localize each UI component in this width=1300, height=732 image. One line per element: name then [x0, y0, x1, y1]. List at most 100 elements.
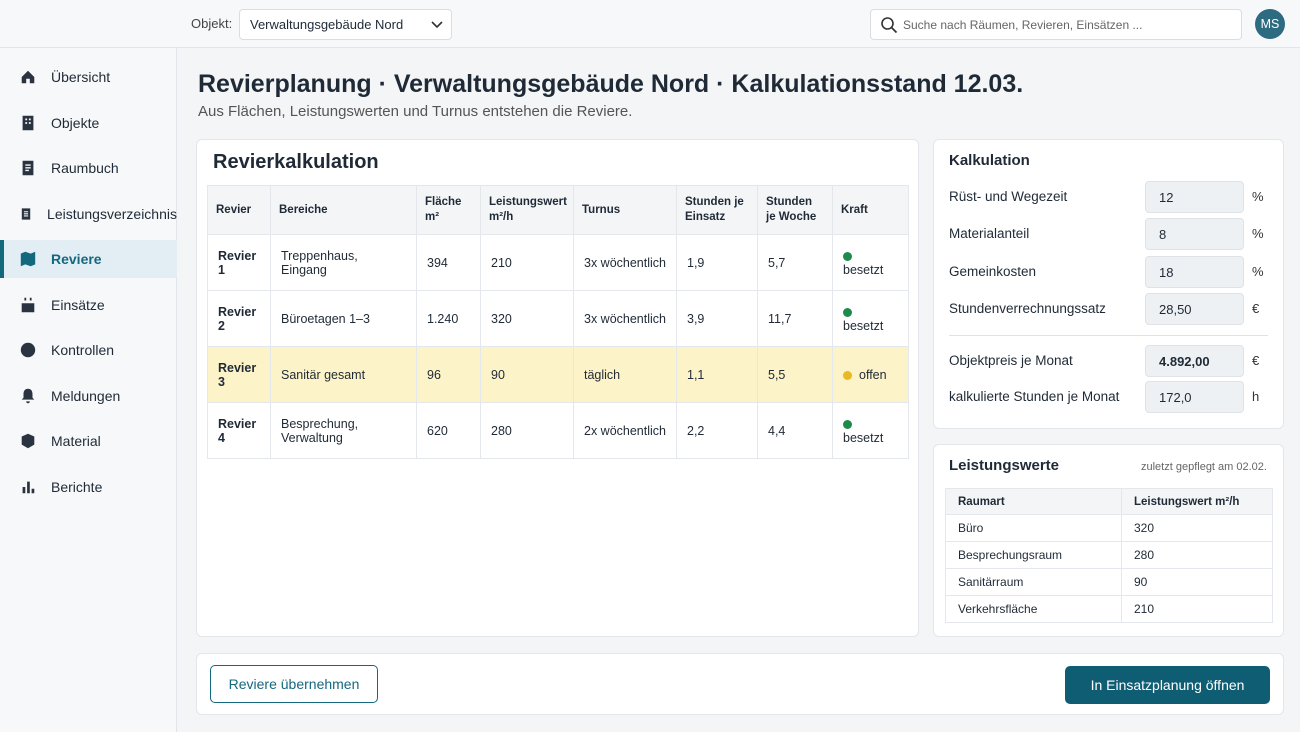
table-cell: Revier 1 — [207, 234, 271, 291]
table-cell: 90 — [1121, 568, 1273, 596]
table-cell: Revier 2 — [207, 290, 271, 347]
table-cell: Besprechung, Verwaltung — [270, 402, 417, 459]
primary-button[interactable]: In Einsatzplanung öffnen — [1065, 666, 1270, 704]
avatar[interactable]: MS — [1255, 9, 1285, 39]
nav-item[interactable]: Objekte — [0, 104, 177, 142]
nav-icon — [22, 160, 34, 176]
status-dot — [843, 307, 852, 317]
column-header: Stunden je Einsatz — [676, 185, 758, 235]
object-select[interactable]: Verwaltungsgebäude Nord — [239, 9, 452, 40]
nav-icon — [21, 388, 35, 403]
object-value: Verwaltungsgebäude Nord — [250, 17, 404, 32]
status-dot — [843, 419, 852, 429]
table-cell: 96 — [416, 346, 481, 403]
field-unit: € — [1252, 300, 1260, 316]
column-header: Revier — [207, 185, 271, 235]
table-cell: Revier 4 — [207, 402, 271, 459]
table-cell: Büro — [945, 514, 1122, 542]
nav-label: Objekte — [51, 114, 100, 131]
nav-icon — [22, 115, 34, 130]
table-cell: 4,4 — [757, 402, 833, 459]
nav-label: Berichte — [51, 478, 103, 495]
table-cell: 11,7 — [757, 290, 833, 347]
nav-label: Material — [51, 433, 101, 449]
table-cell: 620 — [416, 402, 481, 459]
field-unit: % — [1252, 226, 1264, 242]
table-cell: 2,2 — [676, 402, 758, 459]
rates-title: Leistungswerte — [949, 457, 1060, 474]
search-placeholder: Suche nach Räumen, Revieren, Einsätzen .… — [903, 18, 1143, 32]
table-cell: Verkehrsfläche — [945, 595, 1122, 623]
nav-label: Übersicht — [51, 69, 111, 85]
nav-label: Raumbuch — [51, 160, 119, 176]
nav-label: Einsätze — [51, 296, 105, 313]
nav-icon — [21, 70, 35, 84]
table-cell: Büroetagen 1–3 — [270, 290, 417, 347]
column-header: Bereiche — [270, 185, 417, 235]
table-row: Revier 1 Treppenhaus, Eingang 394 210 3x wöc… — [207, 234, 909, 291]
status-cell: besetzt — [832, 290, 909, 347]
field-label: Materialanteil — [949, 226, 1030, 242]
nav-label: Kontrollen — [51, 342, 115, 358]
header-row: Revier Bereiche Fläche m² Leistungswert m²/… — [207, 185, 909, 235]
field-value: 12 — [1145, 181, 1244, 213]
rates-table: Raumart Leistungswert m²/h Büro 320 Besprech… — [945, 488, 1273, 623]
status-cell: besetzt — [832, 402, 909, 459]
field-label: Gemeinkosten — [949, 263, 1037, 279]
field-unit: % — [1252, 189, 1264, 204]
status-label: besetzt — [843, 318, 884, 333]
nav-item[interactable]: Kontrollen — [0, 331, 177, 369]
nav-icon — [22, 481, 35, 493]
table-title: Revierkalkulation — [213, 151, 379, 173]
column-header: Kraft — [832, 185, 909, 235]
nav-item[interactable]: Einsätze — [0, 286, 177, 324]
field-unit: h — [1252, 389, 1260, 404]
table-cell: 1,9 — [676, 234, 758, 291]
status-label: besetzt — [843, 430, 884, 445]
nav-label: Leistungsverzeichnis — [47, 205, 177, 222]
nav-icon — [20, 342, 36, 358]
field-unit: € — [1252, 353, 1260, 368]
table-cell: 280 — [1121, 541, 1273, 569]
nav-item[interactable]: Reviere — [0, 240, 177, 278]
field-value: 4.892,00 — [1145, 345, 1244, 377]
nav-item[interactable]: Leistungsverzeichnis — [0, 195, 177, 233]
nav-item[interactable]: Meldungen — [0, 377, 177, 415]
table-cell: 3x wöchentlich — [573, 290, 677, 347]
secondary-button[interactable]: Reviere übernehmen — [210, 665, 378, 703]
rates-note: zuletzt gepflegt am 02.02. — [1141, 461, 1267, 473]
table-cell: 2x wöchentlich — [573, 402, 677, 459]
page-subtitle: Aus Flächen, Leistungswerten und Turnus … — [198, 103, 633, 120]
column-header: Stunden je Woche — [757, 185, 833, 235]
nav-item[interactable]: Berichte — [0, 468, 177, 506]
table-cell: 320 — [1121, 514, 1273, 542]
nav-item[interactable]: Material — [0, 422, 177, 460]
table-cell: täglich — [573, 346, 677, 403]
field-value: 172,0 — [1145, 381, 1244, 413]
header-row: Raumart Leistungswert m²/h — [945, 488, 1273, 515]
search-box[interactable]: Suche nach Räumen, Revieren, Einsätzen .… — [870, 9, 1242, 40]
status-dot — [843, 251, 852, 261]
table-cell: 394 — [416, 234, 481, 291]
table-row: Besprechungsraum 280 — [945, 541, 1273, 569]
table-cell: Besprechungsraum — [945, 541, 1122, 569]
column-header: Fläche m² — [416, 185, 481, 235]
nav-icon — [20, 251, 36, 267]
table-cell: 1.240 — [416, 290, 481, 347]
status-label: offen — [859, 367, 887, 382]
table-cell: 1,1 — [676, 346, 758, 403]
sidebar: Übersicht Objekte Raumbuch Leistungsverzeic… — [0, 48, 177, 732]
table-cell: 5,5 — [757, 346, 833, 403]
column-header: Leistungswert m²/h — [480, 185, 574, 235]
table-cell: 3x wöchentlich — [573, 234, 677, 291]
column-header: Leistungswert m²/h — [1121, 488, 1273, 515]
field-value: 28,50 — [1145, 292, 1244, 325]
divider — [949, 335, 1268, 336]
status-cell: besetzt — [832, 234, 909, 291]
nav-item[interactable]: Raumbuch — [0, 149, 177, 187]
top-bar: Objekt: Verwaltungsgebäude Nord Suche na… — [0, 0, 1300, 48]
table-row: Sanitärraum 90 — [945, 568, 1273, 596]
field-label: kalkulierte Stunden je Monat — [949, 389, 1120, 404]
search-icon — [881, 17, 898, 34]
nav-item[interactable]: Übersicht — [0, 58, 177, 96]
